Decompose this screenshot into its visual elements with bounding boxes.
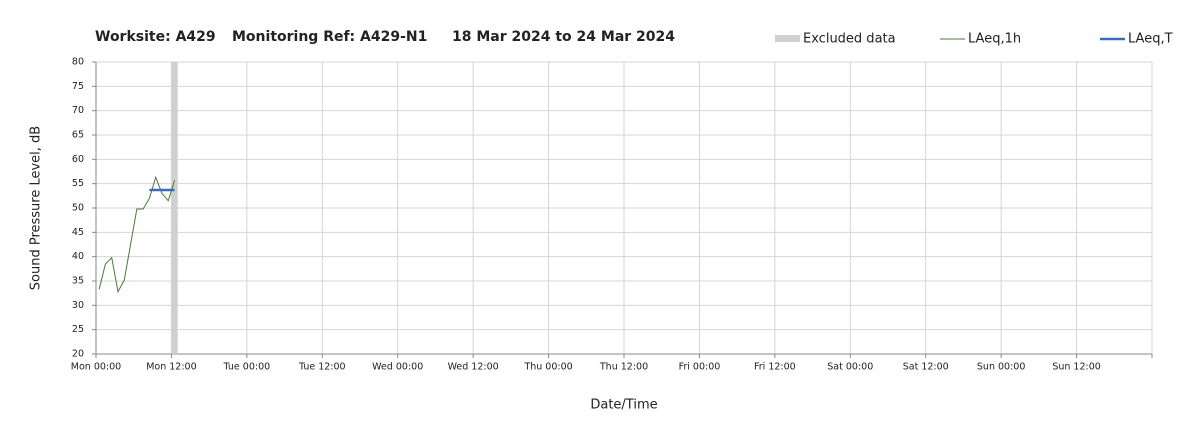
y-tick-label: 80 <box>72 57 84 68</box>
y-tick-label: 55 <box>72 178 84 189</box>
y-tick-label: 40 <box>72 251 84 262</box>
x-tick-label: Wed 12:00 <box>448 362 499 373</box>
legend-label: LAeq,T <box>1128 32 1173 47</box>
excluded-band <box>171 62 178 354</box>
y-tick-label: 45 <box>72 227 84 238</box>
x-tick-label: Sun 12:00 <box>1052 362 1100 373</box>
legend-label: LAeq,1h <box>968 32 1021 47</box>
y-tick-label: 75 <box>72 81 84 92</box>
y-tick-label: 70 <box>72 105 84 116</box>
x-tick-label: Sun 00:00 <box>977 362 1025 373</box>
y-tick-label: 25 <box>72 324 84 335</box>
y-axis-label: Sound Pressure Level, dB <box>29 126 44 290</box>
x-tick-label: Thu 12:00 <box>599 362 648 373</box>
x-tick-label: Mon 12:00 <box>146 362 196 373</box>
x-tick-label: Wed 00:00 <box>372 362 423 373</box>
chart-subtitle: Monitoring Ref: A429-N1 <box>232 29 427 45</box>
x-tick-label: Mon 00:00 <box>71 362 121 373</box>
y-tick-label: 60 <box>72 154 84 165</box>
y-tick-label: 35 <box>72 276 84 287</box>
y-tick-label: 20 <box>72 349 84 360</box>
x-tick-label: Fri 12:00 <box>754 362 796 373</box>
x-tick-label: Tue 00:00 <box>223 362 271 373</box>
x-tick-label: Fri 00:00 <box>679 362 721 373</box>
series-line <box>98 175 176 294</box>
x-tick-label: Sat 00:00 <box>827 362 873 373</box>
chart-title: Worksite: A429 <box>95 29 216 45</box>
legend-swatch <box>775 35 800 42</box>
x-tick-label: Thu 00:00 <box>523 362 572 373</box>
x-tick-label: Sat 12:00 <box>903 362 949 373</box>
y-tick-label: 65 <box>72 130 84 141</box>
legend-label: Excluded data <box>803 32 896 47</box>
x-axis-label: Date/Time <box>590 398 657 413</box>
y-tick-label: 50 <box>72 203 84 214</box>
date-range: 18 Mar 2024 to 24 Mar 2024 <box>452 29 675 45</box>
y-tick-label: 30 <box>72 300 84 311</box>
x-tick-label: Tue 12:00 <box>298 362 346 373</box>
